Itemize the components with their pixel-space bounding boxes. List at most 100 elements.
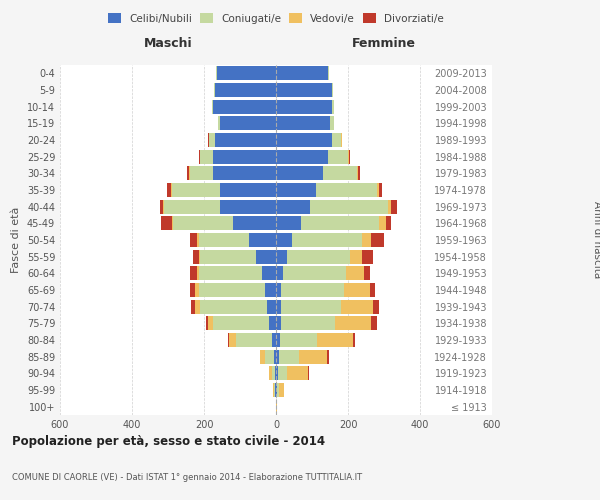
Bar — [274, 350, 276, 364]
Bar — [328, 66, 329, 80]
Bar — [281, 300, 341, 314]
Bar — [335, 316, 371, 330]
Bar — [260, 350, 265, 364]
Bar — [299, 350, 328, 364]
Bar — [328, 350, 329, 364]
Bar — [213, 316, 269, 330]
Bar — [161, 216, 172, 230]
Bar — [199, 233, 249, 247]
Bar — [364, 266, 370, 280]
Bar — [276, 100, 332, 114]
Bar — [275, 383, 276, 397]
Bar — [220, 183, 276, 197]
Bar — [332, 133, 341, 147]
Bar — [212, 100, 213, 114]
Text: Femmine: Femmine — [352, 37, 416, 50]
Bar — [341, 300, 373, 314]
Bar — [346, 266, 364, 280]
Bar — [269, 316, 276, 330]
Bar — [229, 333, 236, 347]
Bar — [233, 216, 276, 230]
Bar — [283, 266, 346, 280]
Text: COMUNE DI CAORLE (VE) - Dati ISTAT 1° gennaio 2014 - Elaborazione TUTTITALIA.IT: COMUNE DI CAORLE (VE) - Dati ISTAT 1° ge… — [12, 473, 362, 482]
Bar — [276, 216, 301, 230]
Bar — [199, 266, 262, 280]
Bar — [276, 150, 328, 164]
Bar — [276, 350, 279, 364]
Bar — [216, 66, 217, 80]
Bar — [276, 133, 332, 147]
Bar — [388, 200, 391, 214]
Bar — [276, 316, 281, 330]
Bar — [362, 233, 371, 247]
Bar — [262, 266, 276, 280]
Bar — [217, 66, 276, 80]
Bar — [265, 350, 274, 364]
Bar — [193, 250, 199, 264]
Bar — [276, 250, 287, 264]
Bar — [200, 300, 267, 314]
Bar — [370, 283, 375, 297]
Bar — [276, 366, 278, 380]
Bar — [197, 233, 199, 247]
Bar — [191, 300, 195, 314]
Bar — [308, 366, 309, 380]
Bar — [276, 166, 323, 180]
Bar — [276, 116, 330, 130]
Text: Maschi: Maschi — [143, 37, 193, 50]
Bar — [276, 66, 328, 80]
Bar — [214, 83, 215, 97]
Bar — [287, 366, 308, 380]
Bar — [199, 150, 200, 164]
Bar — [350, 250, 362, 264]
Bar — [280, 333, 317, 347]
Bar — [236, 333, 272, 347]
Bar — [265, 283, 276, 297]
Bar — [167, 183, 170, 197]
Bar — [200, 250, 256, 264]
Bar — [195, 300, 200, 314]
Text: Anni di nascita: Anni di nascita — [592, 202, 600, 278]
Bar — [323, 166, 357, 180]
Bar — [275, 366, 276, 380]
Bar — [199, 283, 265, 297]
Bar — [220, 200, 276, 214]
Bar — [190, 233, 197, 247]
Bar — [173, 216, 233, 230]
Bar — [281, 283, 344, 297]
Bar — [277, 383, 279, 397]
Bar — [330, 116, 334, 130]
Bar — [160, 200, 163, 214]
Bar — [377, 183, 379, 197]
Bar — [316, 183, 377, 197]
Bar — [328, 150, 348, 164]
Bar — [272, 333, 276, 347]
Bar — [276, 333, 280, 347]
Bar — [172, 183, 220, 197]
Bar — [215, 133, 276, 147]
Bar — [190, 166, 213, 180]
Legend: Celibi/Nubili, Coniugati/e, Vedovi/e, Divorziati/e: Celibi/Nubili, Coniugati/e, Vedovi/e, Di… — [105, 10, 447, 26]
Bar — [348, 150, 349, 164]
Bar — [362, 250, 373, 264]
Bar — [276, 283, 281, 297]
Bar — [164, 200, 220, 214]
Bar — [213, 166, 276, 180]
Bar — [276, 383, 277, 397]
Bar — [206, 316, 208, 330]
Bar — [172, 216, 173, 230]
Bar — [199, 250, 200, 264]
Bar — [386, 216, 391, 230]
Bar — [358, 166, 360, 180]
Bar — [272, 366, 275, 380]
Bar — [279, 383, 284, 397]
Bar — [276, 200, 310, 214]
Bar — [215, 83, 276, 97]
Bar — [170, 183, 172, 197]
Bar — [371, 233, 384, 247]
Bar — [310, 200, 388, 214]
Bar — [357, 166, 358, 180]
Bar — [274, 383, 275, 397]
Bar — [189, 166, 190, 180]
Bar — [208, 133, 209, 147]
